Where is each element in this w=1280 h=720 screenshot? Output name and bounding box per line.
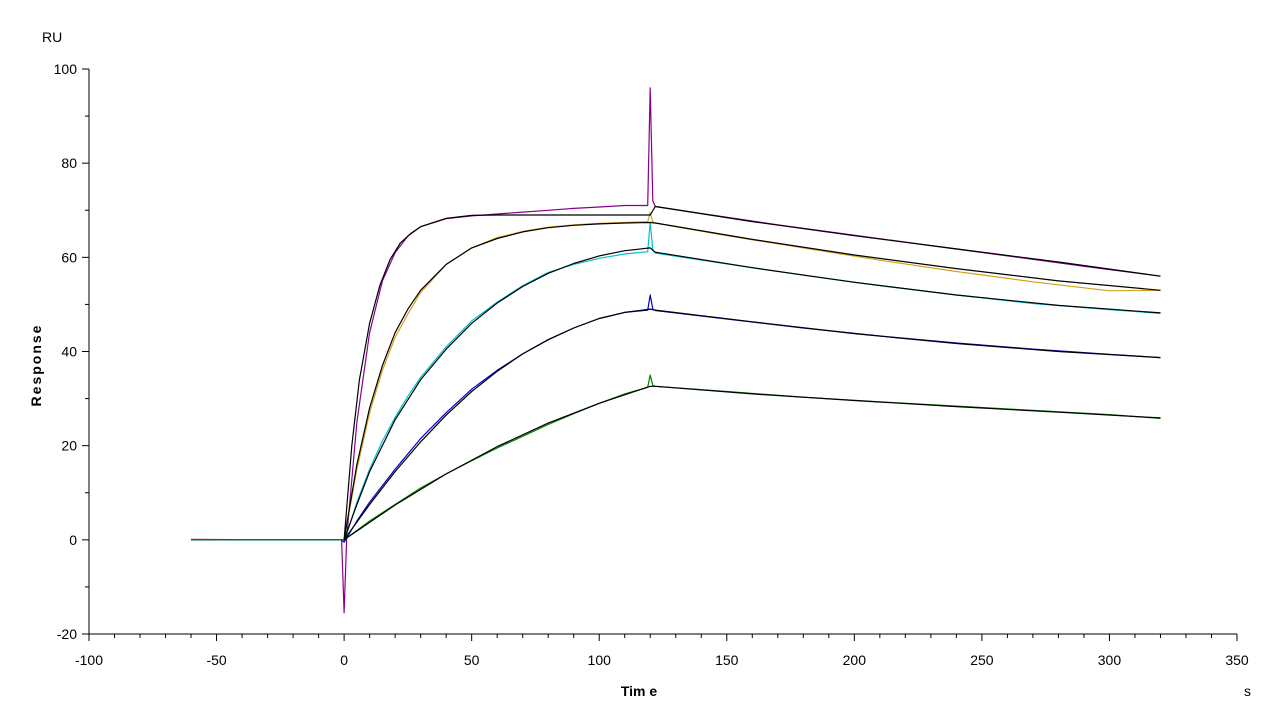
series-line-2: [191, 212, 1161, 541]
y-tick-label: 20: [61, 438, 77, 454]
x-axis-title: Tim e: [621, 683, 658, 699]
axes: -100 -50 0 50 100 150 200 250 300 350 -20 0 20 40 60 80…: [54, 61, 1249, 668]
y-tick-label: 60: [61, 249, 77, 265]
x-tick-label: 100: [588, 652, 612, 668]
x-tick-label: 0: [340, 652, 348, 668]
series-line-5: [191, 374, 1161, 541]
y-axis-title: Response: [28, 324, 44, 407]
series-line-4: [191, 294, 1161, 543]
y-tick-label: 80: [61, 155, 77, 171]
series-line-1: [190, 87, 1161, 614]
x-tick-label: -50: [206, 652, 226, 668]
x-tick-label: 250: [970, 652, 994, 668]
x-tick-label: 200: [843, 652, 867, 668]
x-unit-label: s: [1244, 683, 1251, 699]
y-tick-label: 40: [61, 344, 77, 360]
x-tick-label: 300: [1098, 652, 1122, 668]
y-tick-label: -20: [57, 626, 77, 642]
y-tick-label: 0: [69, 532, 77, 548]
x-tick-label: 350: [1225, 652, 1249, 668]
y-tick-label: 100: [54, 61, 78, 77]
y-unit-label: RU: [42, 29, 62, 45]
x-tick-label: 50: [464, 652, 480, 668]
series-layer: [190, 87, 1161, 614]
x-tick-label: -100: [75, 652, 103, 668]
series-line-6: [343, 205, 1161, 540]
series-line-9: [343, 308, 1161, 541]
series-line-3: [191, 221, 1161, 543]
series-line-10: [343, 385, 1161, 541]
x-tick-label: 150: [715, 652, 739, 668]
series-line-8: [343, 247, 1161, 541]
series-line-7: [343, 221, 1161, 540]
